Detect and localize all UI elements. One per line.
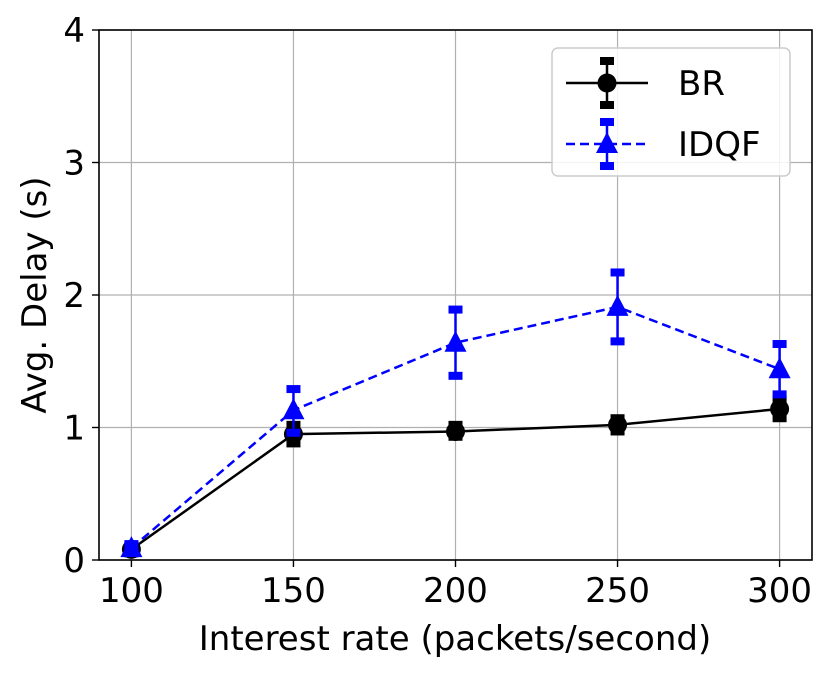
y-tick-label: 3 xyxy=(63,144,85,184)
error-cap-high xyxy=(772,340,787,349)
legend-label: BR xyxy=(678,64,725,104)
legend-error-cap xyxy=(600,118,614,126)
y-tick-label: 0 xyxy=(63,541,85,581)
data-point xyxy=(282,398,305,420)
series-line xyxy=(130,305,781,550)
x-tick-label: 100 xyxy=(99,571,164,611)
error-cap-low xyxy=(610,337,625,346)
legend: BR IDQF xyxy=(551,47,791,177)
x-tick-label: 150 xyxy=(261,571,326,611)
ticks: 100 150 200 250 300 0 1 2 3 4 xyxy=(63,11,812,611)
y-tick-label: 2 xyxy=(63,276,85,316)
data-point xyxy=(608,415,628,435)
series-layer xyxy=(120,268,791,559)
legend-marker xyxy=(596,132,618,153)
error-cap-low xyxy=(286,428,301,437)
error-cap-high xyxy=(448,305,463,314)
y-tick-label: 4 xyxy=(63,11,85,51)
data-point xyxy=(770,399,790,419)
error-cap-low xyxy=(448,371,463,380)
legend-label: IDQF xyxy=(678,125,761,165)
series-idqf xyxy=(120,268,791,558)
data-point xyxy=(446,421,465,441)
legend-error-cap xyxy=(600,101,614,109)
legend-entries: BR IDQF xyxy=(566,57,761,170)
data-point xyxy=(120,536,143,558)
error-cap-high xyxy=(286,385,301,394)
data-point xyxy=(768,357,791,379)
legend-entry-br: BR xyxy=(566,57,725,109)
data-point xyxy=(606,294,629,316)
error-cap-low xyxy=(772,390,787,399)
legend-marker xyxy=(597,73,617,93)
legend-entry-idqf: IDQF xyxy=(566,118,761,170)
data-point xyxy=(444,330,467,352)
x-tick-label: 200 xyxy=(423,571,488,611)
legend-error-cap xyxy=(600,162,614,170)
error-cap-high xyxy=(610,268,625,277)
x-tick-label: 250 xyxy=(585,571,650,611)
x-axis-label: Interest rate (packets/second) xyxy=(199,619,712,659)
x-tick-label: 300 xyxy=(747,571,812,611)
legend-error-cap xyxy=(600,57,614,65)
y-tick-label: 1 xyxy=(63,409,85,449)
y-axis-label: Avg. Delay (s) xyxy=(15,176,55,413)
